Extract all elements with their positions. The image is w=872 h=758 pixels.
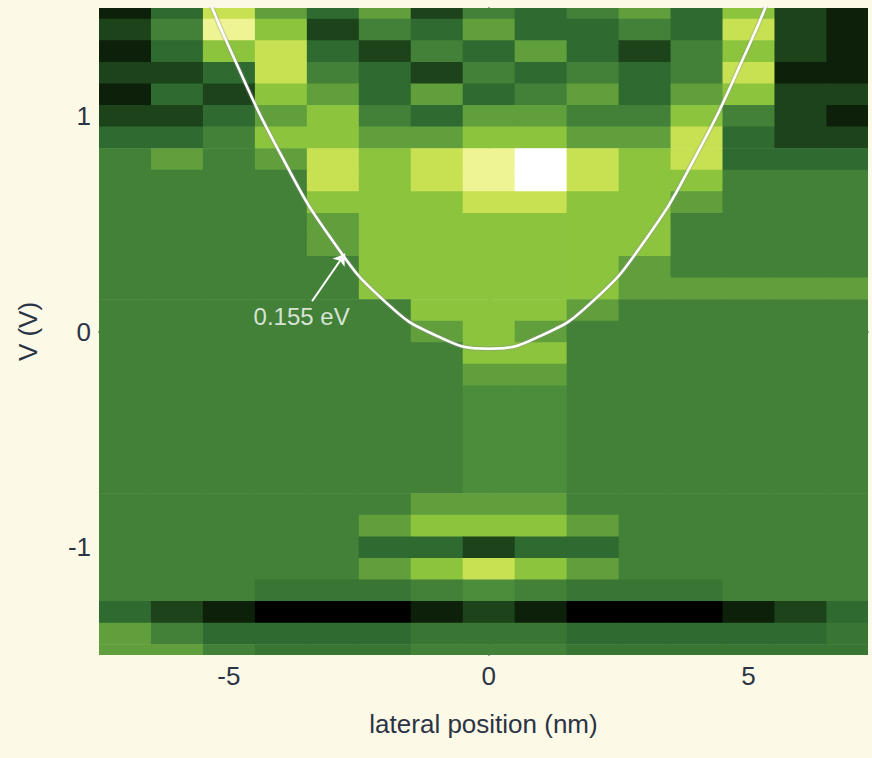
svg-text:0.155 eV: 0.155 eV — [254, 303, 350, 330]
svg-text:V (V): V (V) — [13, 302, 43, 361]
svg-text:-1: -1 — [68, 532, 91, 562]
svg-text:lateral position (nm): lateral position (nm) — [369, 709, 597, 739]
svg-text:0: 0 — [481, 661, 495, 691]
svg-text:1: 1 — [77, 101, 91, 131]
svg-text:-5: -5 — [217, 661, 240, 691]
svg-text:5: 5 — [741, 661, 755, 691]
svg-text:0: 0 — [77, 317, 91, 347]
